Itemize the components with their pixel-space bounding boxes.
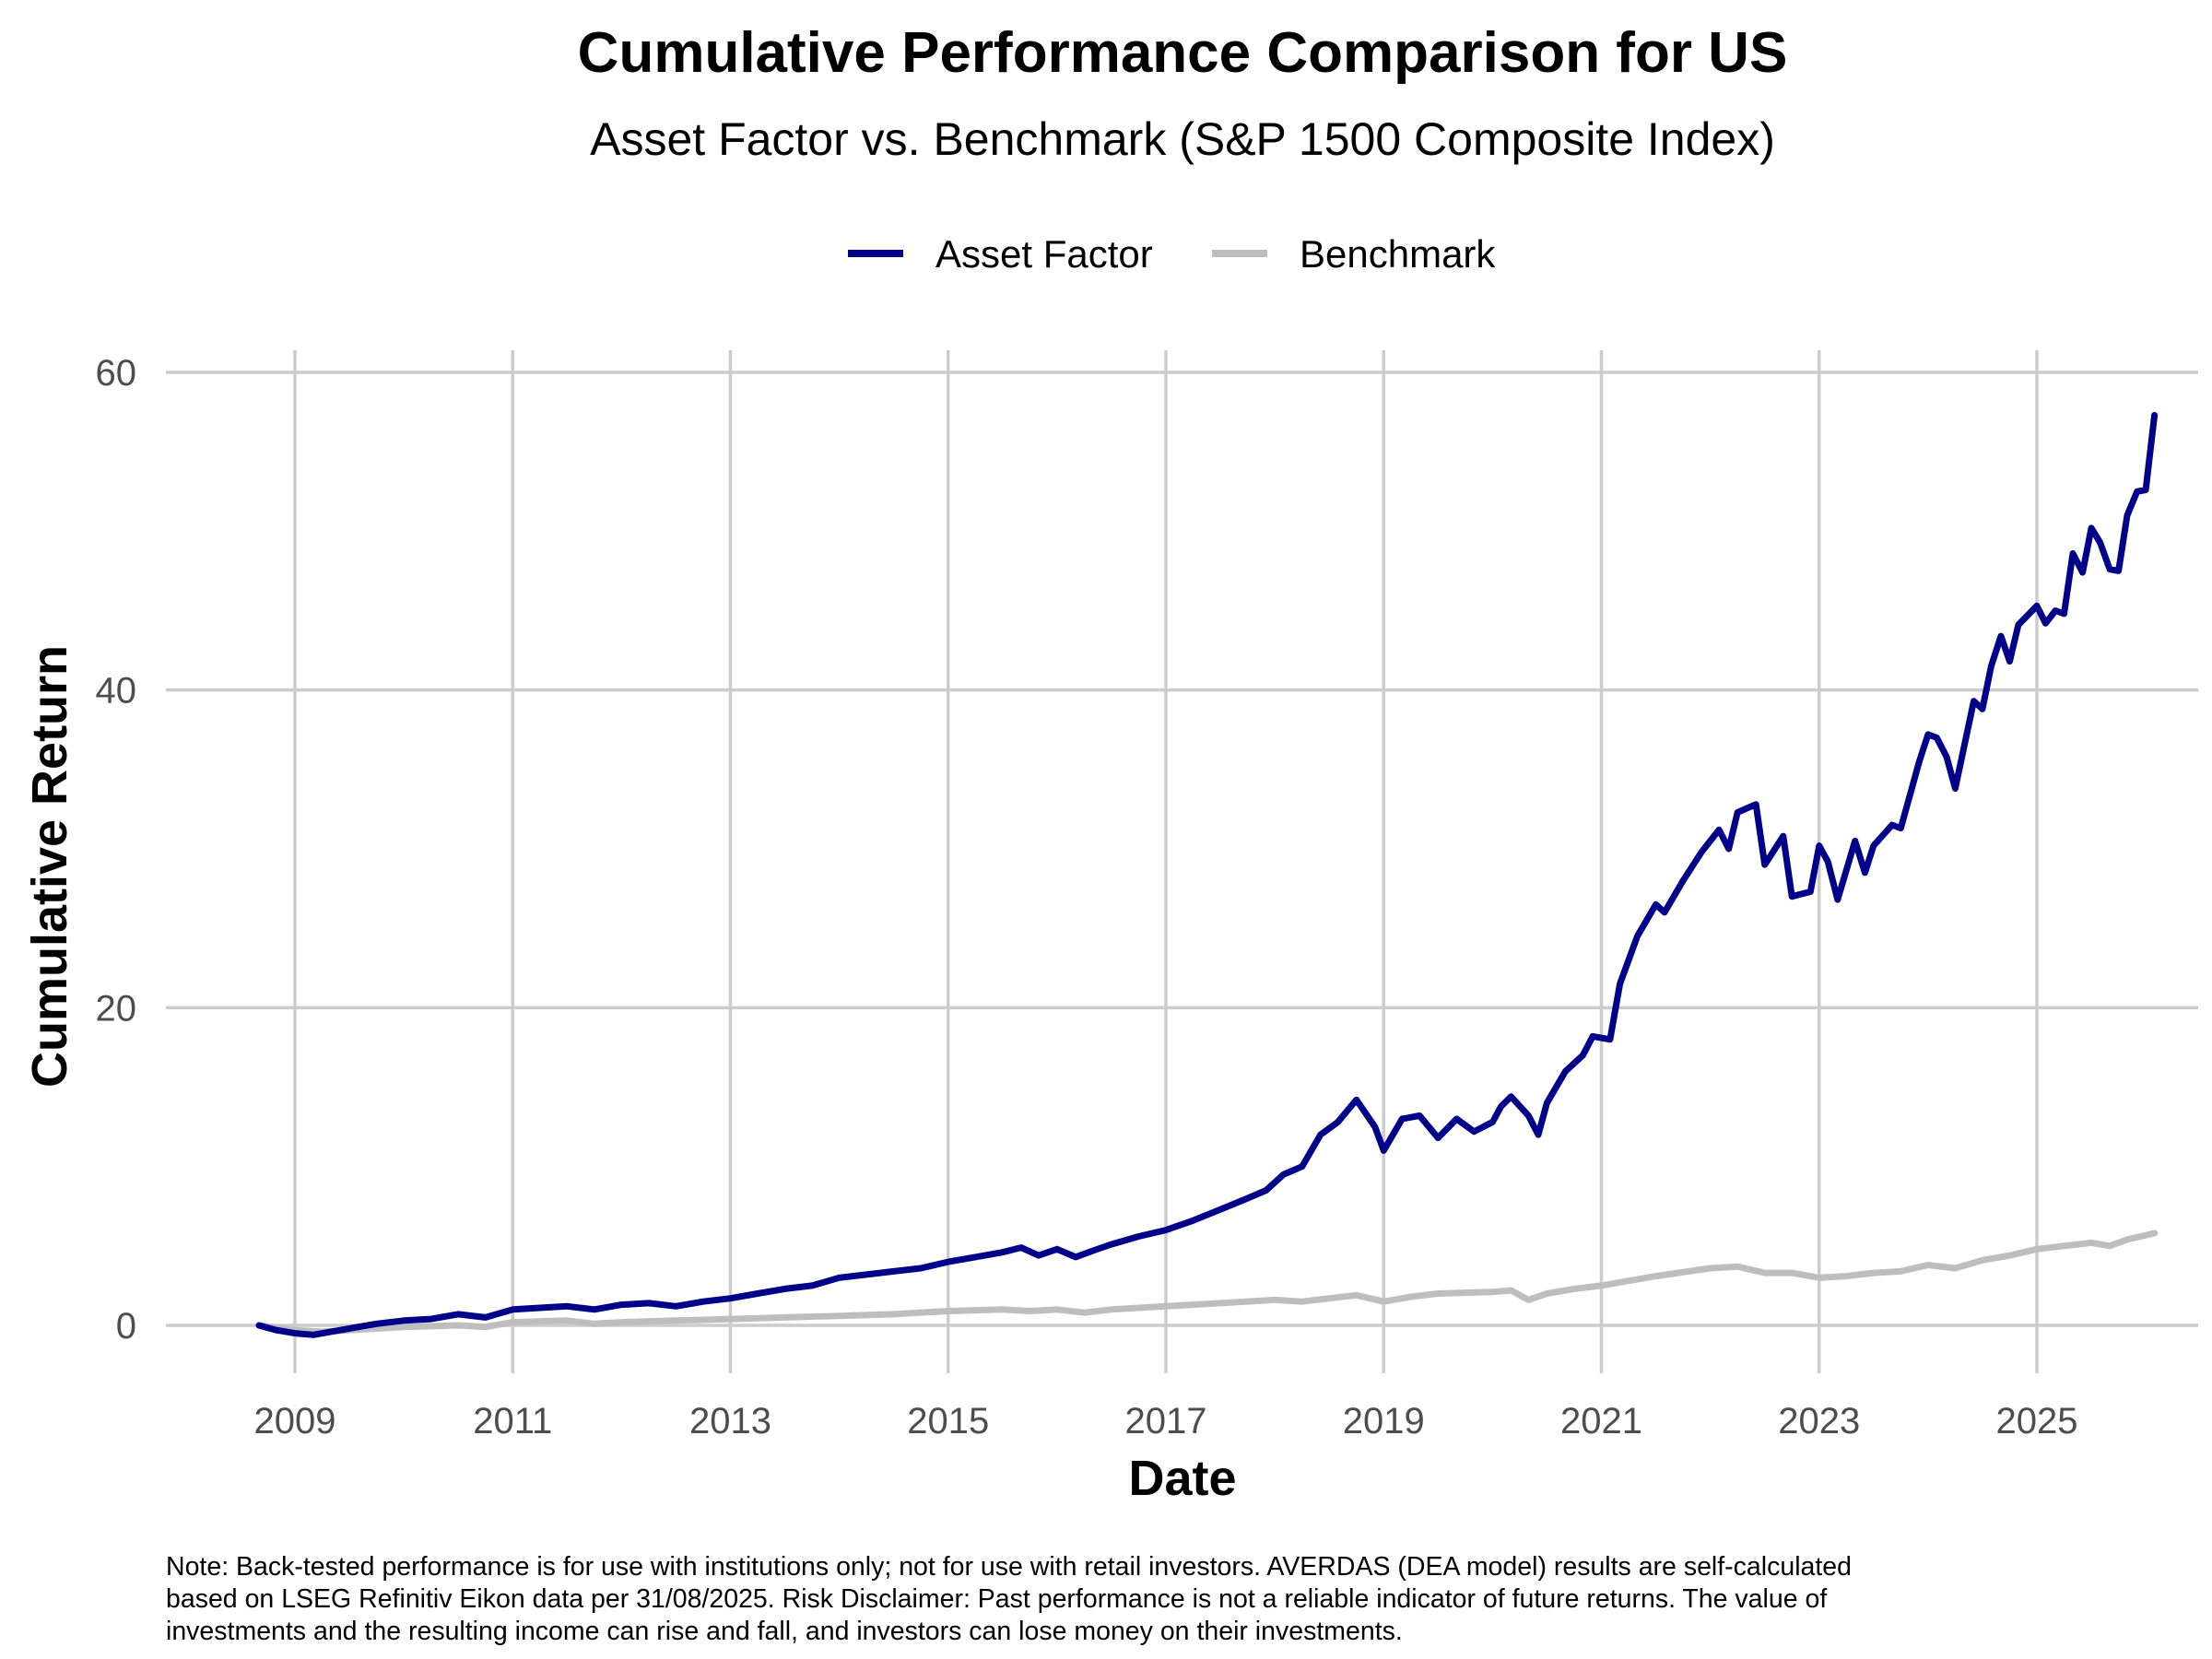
y-tick-label: 0 [116, 1306, 136, 1347]
y-tick-label: 20 [96, 988, 137, 1029]
x-tick-label: 2021 [1560, 1401, 1642, 1441]
x-tick-label: 2025 [1996, 1401, 2078, 1441]
grid [166, 350, 2198, 1373]
legend-label-asset-factor: Asset Factor [935, 232, 1153, 276]
series-lines [255, 412, 2159, 1338]
x-axis-ticks: 2009 2011 2013 2015 2017 2019 2021 2023 2025 [254, 1401, 2078, 1441]
y-axis-title: Cumulative Return [22, 645, 77, 1088]
x-tick-label: 2017 [1125, 1401, 1207, 1441]
series-line-benchmark [255, 1230, 2159, 1335]
chart-subtitle: Asset Factor vs. Benchmark (S&P 1500 Com… [590, 113, 1775, 165]
series-line-asset-factor [255, 412, 2159, 1338]
y-tick-label: 60 [96, 353, 137, 394]
disclaimer-note: Note: Back-tested performance is for use… [166, 1552, 1852, 1646]
chart-title: Cumulative Performance Comparison for US [578, 21, 1788, 85]
legend: Asset Factor Benchmark [848, 232, 1496, 276]
x-tick-label: 2013 [689, 1401, 771, 1441]
x-tick-label: 2023 [1778, 1401, 1860, 1441]
y-axis-ticks: 0 20 40 60 [96, 353, 137, 1347]
x-tick-label: 2009 [254, 1401, 336, 1441]
note-line-3: investments and the resulting income can… [166, 1617, 1403, 1646]
x-axis-title: Date [1128, 1451, 1236, 1506]
note-line-2: based on LSEG Refinitiv Eikon data per 3… [166, 1584, 1827, 1614]
note-line-1: Note: Back-tested performance is for use… [166, 1552, 1852, 1582]
x-tick-label: 2011 [473, 1401, 552, 1441]
legend-label-benchmark: Benchmark [1300, 232, 1496, 276]
y-tick-label: 40 [96, 671, 137, 712]
x-tick-label: 2015 [907, 1401, 989, 1441]
x-tick-label: 2019 [1343, 1401, 1425, 1441]
